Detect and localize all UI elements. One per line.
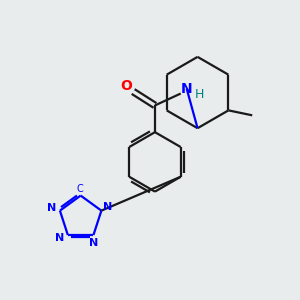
Text: N: N <box>89 238 98 248</box>
Text: O: O <box>120 79 132 93</box>
Text: N: N <box>103 202 112 212</box>
Text: N: N <box>55 233 64 243</box>
Text: N: N <box>47 203 57 213</box>
Text: H: H <box>195 88 204 101</box>
Text: N: N <box>181 82 193 96</box>
Text: C: C <box>76 184 83 194</box>
